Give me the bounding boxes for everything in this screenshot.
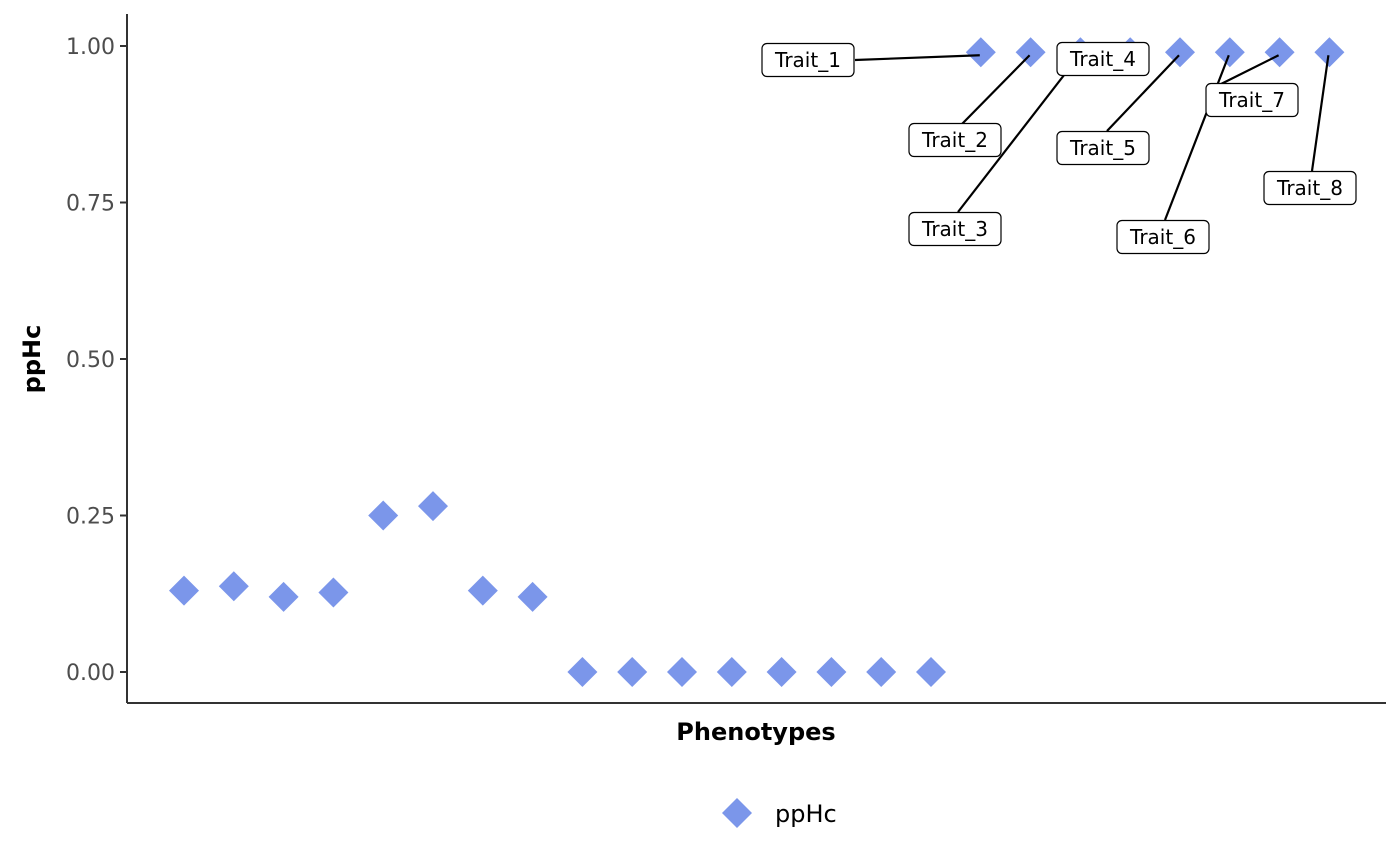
data-point (617, 657, 648, 687)
annotation-connector (1106, 54, 1180, 132)
annotation-label: Trait_6 (1129, 225, 1196, 249)
annotations-layer: Trait_1 Trait_2 Trait_3 Trait_4 Trait_5 Trait… (761, 41, 1357, 255)
annotation-label: Trait_4 (1069, 47, 1136, 71)
data-point (467, 575, 498, 606)
data-point (517, 581, 548, 612)
annotation-box (908, 122, 1002, 158)
data-point (816, 657, 847, 687)
data-point (368, 500, 399, 531)
annotation-connector (957, 54, 1081, 213)
points-layer (169, 37, 1345, 687)
legend-label: ppHc (775, 800, 837, 828)
y-tick-label: 0.75 (66, 192, 115, 217)
legend-key-diamond-icon (722, 798, 752, 828)
data-point (667, 657, 697, 687)
data-point (169, 575, 199, 606)
legend: ppHc (722, 798, 837, 828)
axes-layer (126, 14, 1386, 704)
data-point (268, 581, 299, 612)
annotation-connector (1216, 54, 1280, 87)
y-tick-label: 0.00 (66, 661, 115, 686)
data-point (1165, 37, 1195, 68)
data-point (965, 37, 996, 68)
annotation-connector (1310, 55, 1330, 172)
data-point (1214, 37, 1245, 68)
data-point (766, 657, 797, 687)
y-ticks: 0.00 0.25 0.50 0.75 1.00 (66, 35, 127, 686)
data-point (716, 657, 747, 687)
data-point (1264, 37, 1295, 68)
annotation-label: Trait_8 (1276, 176, 1343, 200)
annotation-connector (961, 54, 1031, 125)
annotation-box (908, 211, 1002, 247)
annotation-label: Trait_7 (1218, 88, 1285, 112)
annotation-box (1116, 219, 1210, 255)
annotation-box (761, 42, 855, 78)
y-axis-title: ppHc (18, 325, 46, 394)
data-point (218, 571, 249, 602)
data-point (866, 657, 897, 687)
annotation-box (1205, 82, 1299, 118)
x-axis-title: Phenotypes (676, 718, 835, 746)
data-point (567, 657, 598, 687)
annotation-label: Trait_3 (921, 217, 988, 241)
annotation-label: Trait_5 (1069, 136, 1136, 160)
data-point (318, 577, 349, 608)
data-point (1015, 37, 1046, 68)
annotation-box (1263, 170, 1357, 206)
annotation-box (1056, 130, 1150, 166)
data-point (916, 657, 946, 687)
annotation-connector (854, 54, 980, 62)
y-tick-label: 0.50 (66, 348, 115, 373)
annotation-label: Trait_1 (774, 48, 841, 72)
annotation-label: Trait_2 (921, 128, 988, 152)
annotation-connector (1163, 54, 1230, 221)
data-point (418, 491, 448, 522)
annotation-box (1056, 41, 1150, 77)
y-tick-label: 1.00 (66, 35, 115, 60)
y-tick-label: 0.25 (66, 505, 115, 530)
data-point (1314, 37, 1345, 68)
